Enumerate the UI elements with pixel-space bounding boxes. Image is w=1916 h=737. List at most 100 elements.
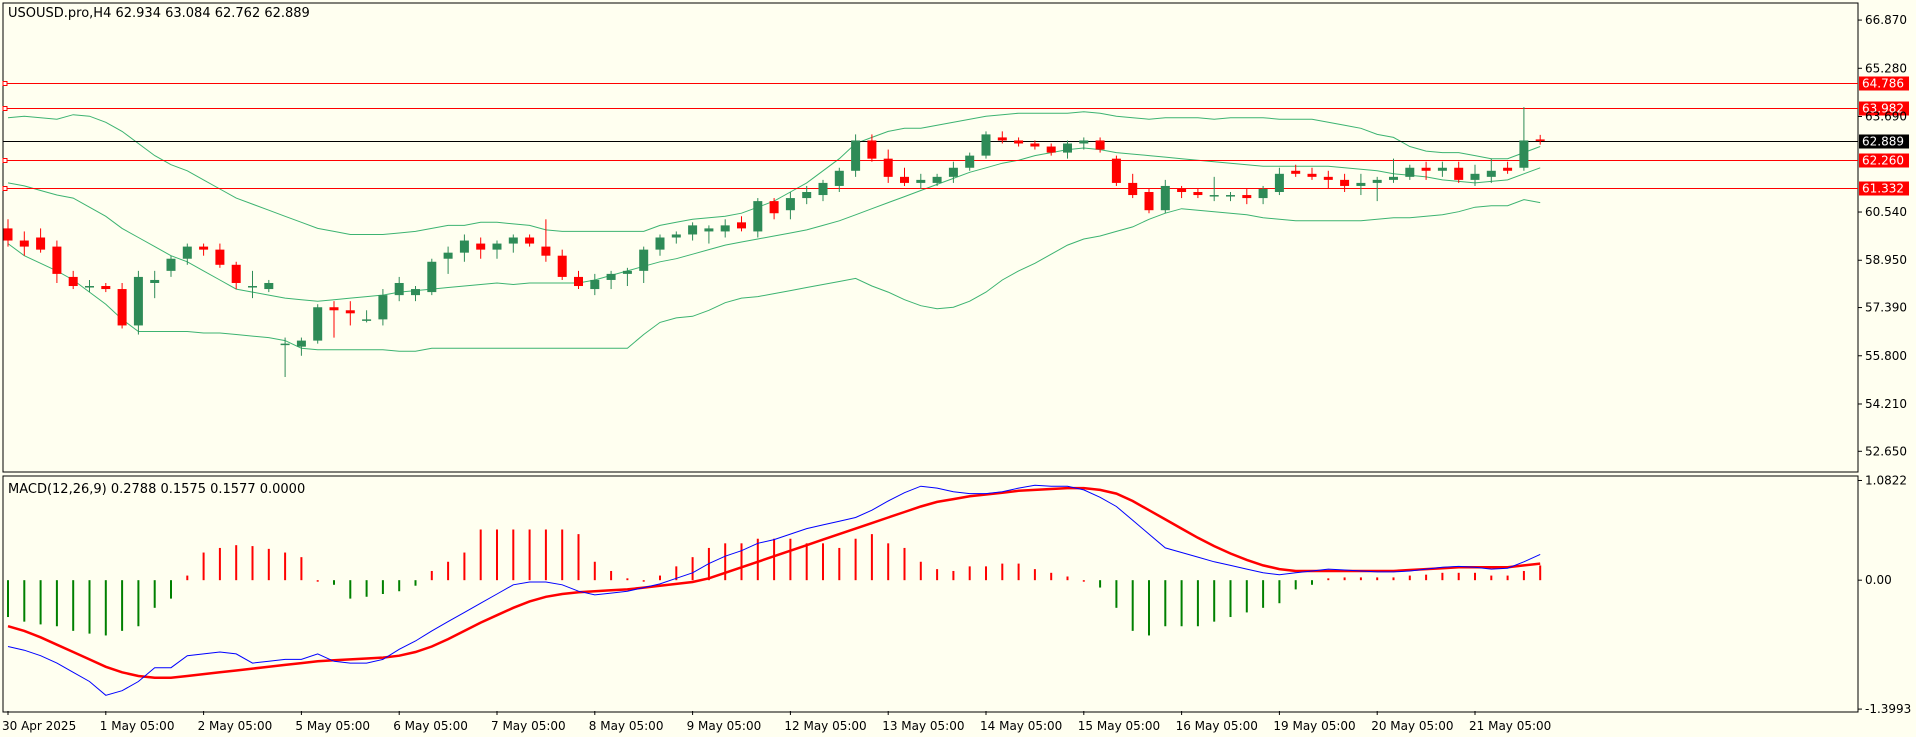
macd-panel: [2, 475, 1859, 713]
candle-body-bull: [1437, 167, 1447, 171]
time-label: 14 May 05:00: [980, 719, 1062, 733]
candle-body-bear: [1177, 188, 1187, 193]
candle-body-bull: [785, 198, 795, 211]
candle-body-bull: [932, 176, 942, 183]
candle-body-bear: [117, 289, 127, 326]
band-middle-line: [7, 147, 1541, 302]
candle-body-bear: [199, 246, 209, 250]
candle-body-bull: [834, 170, 844, 186]
price-line-label-bg: [1859, 134, 1909, 149]
axes: 66.870 65.280 63.690 60.540 58.950 57.390 55.8…: [2, 13, 1911, 733]
price-tick-label: 66.870: [1865, 13, 1907, 27]
time-label: 9 May 05:00: [687, 719, 762, 733]
candle-body-bull: [1258, 188, 1268, 199]
price-tick-label: 57.390: [1865, 301, 1907, 315]
macd-tick-label: 0.00: [1865, 573, 1892, 587]
candle-body-bull: [443, 252, 453, 259]
candle-body-bear: [1242, 195, 1252, 199]
candle-body-bull: [916, 179, 926, 183]
candle-body-bear: [1454, 167, 1464, 180]
time-label: 19 May 05:00: [1273, 719, 1355, 733]
price-tick-label: 65.280: [1865, 61, 1907, 75]
price-line-handle[interactable]: [2, 81, 8, 86]
candle-body-bull: [1486, 170, 1496, 177]
candle-body-bear: [1046, 146, 1056, 153]
time-label: 16 May 05:00: [1176, 719, 1258, 733]
candle-body-bull: [459, 240, 469, 253]
macd-histogram: [7, 529, 1542, 636]
time-label: 2 May 05:00: [198, 719, 273, 733]
candle-body-bear: [769, 201, 779, 214]
price-tick-label: 55.800: [1865, 349, 1907, 363]
price-line-label-bg: [1859, 101, 1909, 116]
candle-body-bull: [378, 295, 388, 320]
candle-body-bear: [737, 222, 746, 229]
candle-body-bear: [1291, 170, 1301, 174]
candle-body-bear: [883, 158, 893, 177]
candle-body-bear: [900, 176, 909, 183]
candle-body-bull: [753, 201, 763, 232]
candle-body-bull: [981, 134, 991, 156]
price-line-label: 62.889: [1862, 135, 1904, 149]
time-label: 13 May 05:00: [882, 719, 964, 733]
time-label: 8 May 05:00: [589, 719, 664, 733]
candle-body-bull: [704, 228, 714, 232]
candle-body-bear: [1503, 167, 1513, 171]
candle-body-bull: [590, 279, 600, 290]
candle-body-bull: [85, 286, 94, 288]
candle-body-bear: [1144, 192, 1154, 211]
price-line-label: 62.260: [1862, 154, 1904, 168]
candle-body-bear: [997, 137, 1007, 141]
candle-body-bull: [802, 192, 812, 199]
candle-body-bear: [1340, 179, 1350, 186]
candle-body-bull: [362, 319, 372, 321]
macd-main-line: [7, 484, 1541, 696]
time-label: 15 May 05:00: [1078, 719, 1160, 733]
price-tick-label: 52.650: [1865, 444, 1907, 458]
candle-body-bull: [313, 307, 323, 341]
price-line-label-bg: [1859, 153, 1909, 168]
macd-header: MACD(12,26,9) 0.2788 0.1575 0.1577 0.000…: [8, 482, 305, 497]
time-label: 20 May 05:00: [1371, 719, 1453, 733]
macd-signal-line: [7, 486, 1541, 680]
time-label: 6 May 05:00: [393, 719, 468, 733]
candle-body-bull: [965, 155, 975, 168]
candle-body-bear: [1014, 140, 1024, 144]
time-label: 12 May 05:00: [784, 719, 866, 733]
candle-body-bear: [574, 276, 583, 287]
candle-body-bull: [182, 246, 192, 259]
candle-body-bull: [264, 282, 274, 290]
candle-body-bull: [1372, 179, 1382, 183]
time-label: 7 May 05:00: [491, 719, 566, 733]
band-lower-line: [7, 199, 1541, 352]
candle-body-bear: [329, 307, 339, 311]
candle-body-bull: [296, 340, 306, 347]
candle-body-bull: [166, 258, 176, 271]
candle-body-bear: [1095, 140, 1105, 150]
candle-body-bear: [231, 264, 241, 283]
candle-body-bear: [1193, 192, 1203, 196]
price-line-handle[interactable]: [2, 106, 8, 111]
price-line-label-bg: [1859, 181, 1909, 196]
candle-body-bull: [948, 167, 958, 177]
candle-body-bull: [492, 243, 502, 250]
candles: [3, 107, 1545, 377]
candle-body-bull: [394, 282, 404, 296]
candle-body-bull: [150, 279, 160, 283]
candle-body-bull: [720, 225, 730, 232]
price-tick-label: 60.540: [1865, 205, 1907, 219]
candle-body-bull: [248, 286, 257, 288]
candle-body-bear: [3, 228, 13, 241]
candle-body-bull: [1470, 173, 1480, 180]
candle-body-bull: [606, 273, 616, 280]
candle-body-bull: [427, 261, 437, 293]
candle-body-bear: [557, 255, 567, 277]
candle-body-bear: [867, 140, 877, 159]
candle-body-bull: [851, 140, 861, 171]
price-line-handle[interactable]: [2, 186, 8, 191]
price-lines: 64.786 63.982 62.889 62.260 61.332: [2, 76, 1909, 196]
price-line-handle[interactable]: [2, 158, 8, 163]
candle-body-bear: [215, 249, 225, 265]
